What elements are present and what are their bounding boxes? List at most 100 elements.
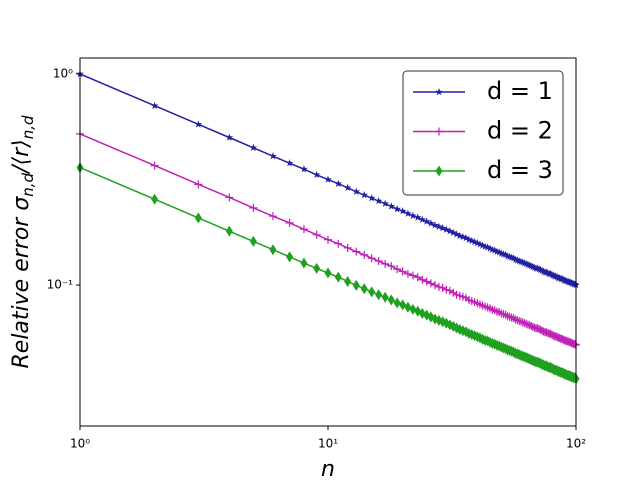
data-point bbox=[312, 170, 321, 179]
data-point bbox=[299, 225, 308, 234]
data-point bbox=[225, 133, 234, 141]
data-point bbox=[269, 244, 277, 256]
legend-label: d = 2 bbox=[487, 117, 553, 145]
y-label-part: n,d bbox=[19, 172, 37, 196]
data-point bbox=[194, 212, 202, 224]
data-point bbox=[285, 159, 294, 167]
data-point bbox=[515, 316, 524, 325]
data-point bbox=[449, 288, 458, 297]
y-label-part: n,d bbox=[19, 115, 37, 139]
data-point bbox=[324, 235, 332, 244]
data-point bbox=[509, 254, 518, 262]
data-point bbox=[418, 275, 427, 284]
data-point bbox=[422, 217, 431, 225]
plot-frame bbox=[79, 57, 577, 427]
legend-marker bbox=[435, 88, 443, 96]
data-point bbox=[268, 212, 277, 221]
data-point bbox=[374, 257, 383, 266]
data-point bbox=[387, 202, 396, 210]
data-point bbox=[343, 183, 352, 191]
data-point bbox=[442, 225, 451, 233]
x-tick-label: 10⁰ bbox=[70, 437, 90, 451]
data-point bbox=[442, 285, 451, 294]
data-point bbox=[513, 316, 522, 325]
series bbox=[76, 129, 580, 350]
data-point bbox=[435, 222, 443, 230]
series bbox=[76, 162, 580, 385]
data-point bbox=[387, 262, 396, 271]
data-point bbox=[470, 237, 479, 246]
data-point bbox=[393, 297, 401, 309]
data-point bbox=[430, 281, 439, 290]
data-point bbox=[571, 280, 579, 288]
data-point bbox=[300, 165, 308, 173]
data-point bbox=[150, 161, 159, 170]
data-point bbox=[344, 275, 352, 287]
data-point bbox=[286, 251, 294, 263]
data-point bbox=[381, 259, 390, 268]
data-point bbox=[403, 269, 412, 278]
data-point bbox=[505, 312, 514, 321]
data-point bbox=[462, 234, 470, 242]
data-point bbox=[522, 319, 531, 328]
data-point bbox=[324, 175, 332, 183]
data-point bbox=[381, 199, 389, 207]
data-point bbox=[398, 267, 407, 276]
data-point bbox=[413, 213, 422, 221]
data-point bbox=[368, 286, 376, 298]
y-tick-label: 10⁻¹ bbox=[47, 278, 74, 292]
data-point bbox=[413, 273, 422, 282]
series bbox=[76, 69, 580, 289]
data-point bbox=[367, 254, 376, 263]
data-point bbox=[490, 246, 499, 254]
data-point bbox=[427, 219, 435, 227]
data-point bbox=[249, 235, 257, 247]
data-point bbox=[393, 205, 401, 213]
y-axis-label: Relative error σn,d/⟨r⟩n,d bbox=[9, 115, 37, 368]
data-point bbox=[409, 303, 417, 315]
data-point bbox=[194, 180, 203, 189]
data-point bbox=[343, 243, 352, 252]
data-point bbox=[374, 197, 383, 205]
data-point bbox=[313, 262, 321, 274]
data-point bbox=[467, 236, 476, 245]
data-point bbox=[360, 250, 369, 259]
data-point bbox=[249, 203, 258, 212]
data-point bbox=[438, 283, 447, 292]
data-point bbox=[225, 225, 233, 237]
data-point bbox=[150, 101, 159, 109]
data-point bbox=[352, 187, 361, 195]
data-point bbox=[352, 279, 360, 291]
data-point bbox=[151, 193, 159, 205]
data-point bbox=[404, 301, 412, 313]
data-point bbox=[381, 291, 389, 303]
data-point bbox=[269, 152, 277, 160]
data-point bbox=[422, 277, 431, 286]
data-point bbox=[501, 250, 510, 259]
x-tick-label: 10² bbox=[566, 437, 586, 451]
legend-box bbox=[402, 70, 564, 196]
data-point bbox=[516, 317, 525, 326]
data-point bbox=[473, 239, 482, 247]
data-point bbox=[249, 143, 258, 152]
data-point bbox=[398, 207, 407, 215]
data-point bbox=[465, 235, 473, 243]
data-point bbox=[334, 271, 342, 283]
data-point bbox=[446, 227, 454, 235]
data-point bbox=[409, 211, 417, 219]
data-point bbox=[503, 312, 512, 321]
data-point bbox=[438, 224, 447, 232]
data-point bbox=[511, 315, 520, 324]
data-point bbox=[501, 310, 510, 319]
y-label-part: /⟨r⟩ bbox=[9, 139, 34, 175]
data-point bbox=[334, 179, 343, 187]
data-point bbox=[360, 191, 369, 199]
data-point bbox=[483, 243, 492, 251]
data-point bbox=[452, 230, 461, 238]
data-point bbox=[486, 244, 494, 252]
data-point bbox=[431, 221, 439, 229]
legend: d = 1 d = 2 d = 3 bbox=[402, 70, 564, 196]
x-tick-label: 10¹ bbox=[318, 437, 338, 451]
data-point bbox=[367, 194, 376, 202]
